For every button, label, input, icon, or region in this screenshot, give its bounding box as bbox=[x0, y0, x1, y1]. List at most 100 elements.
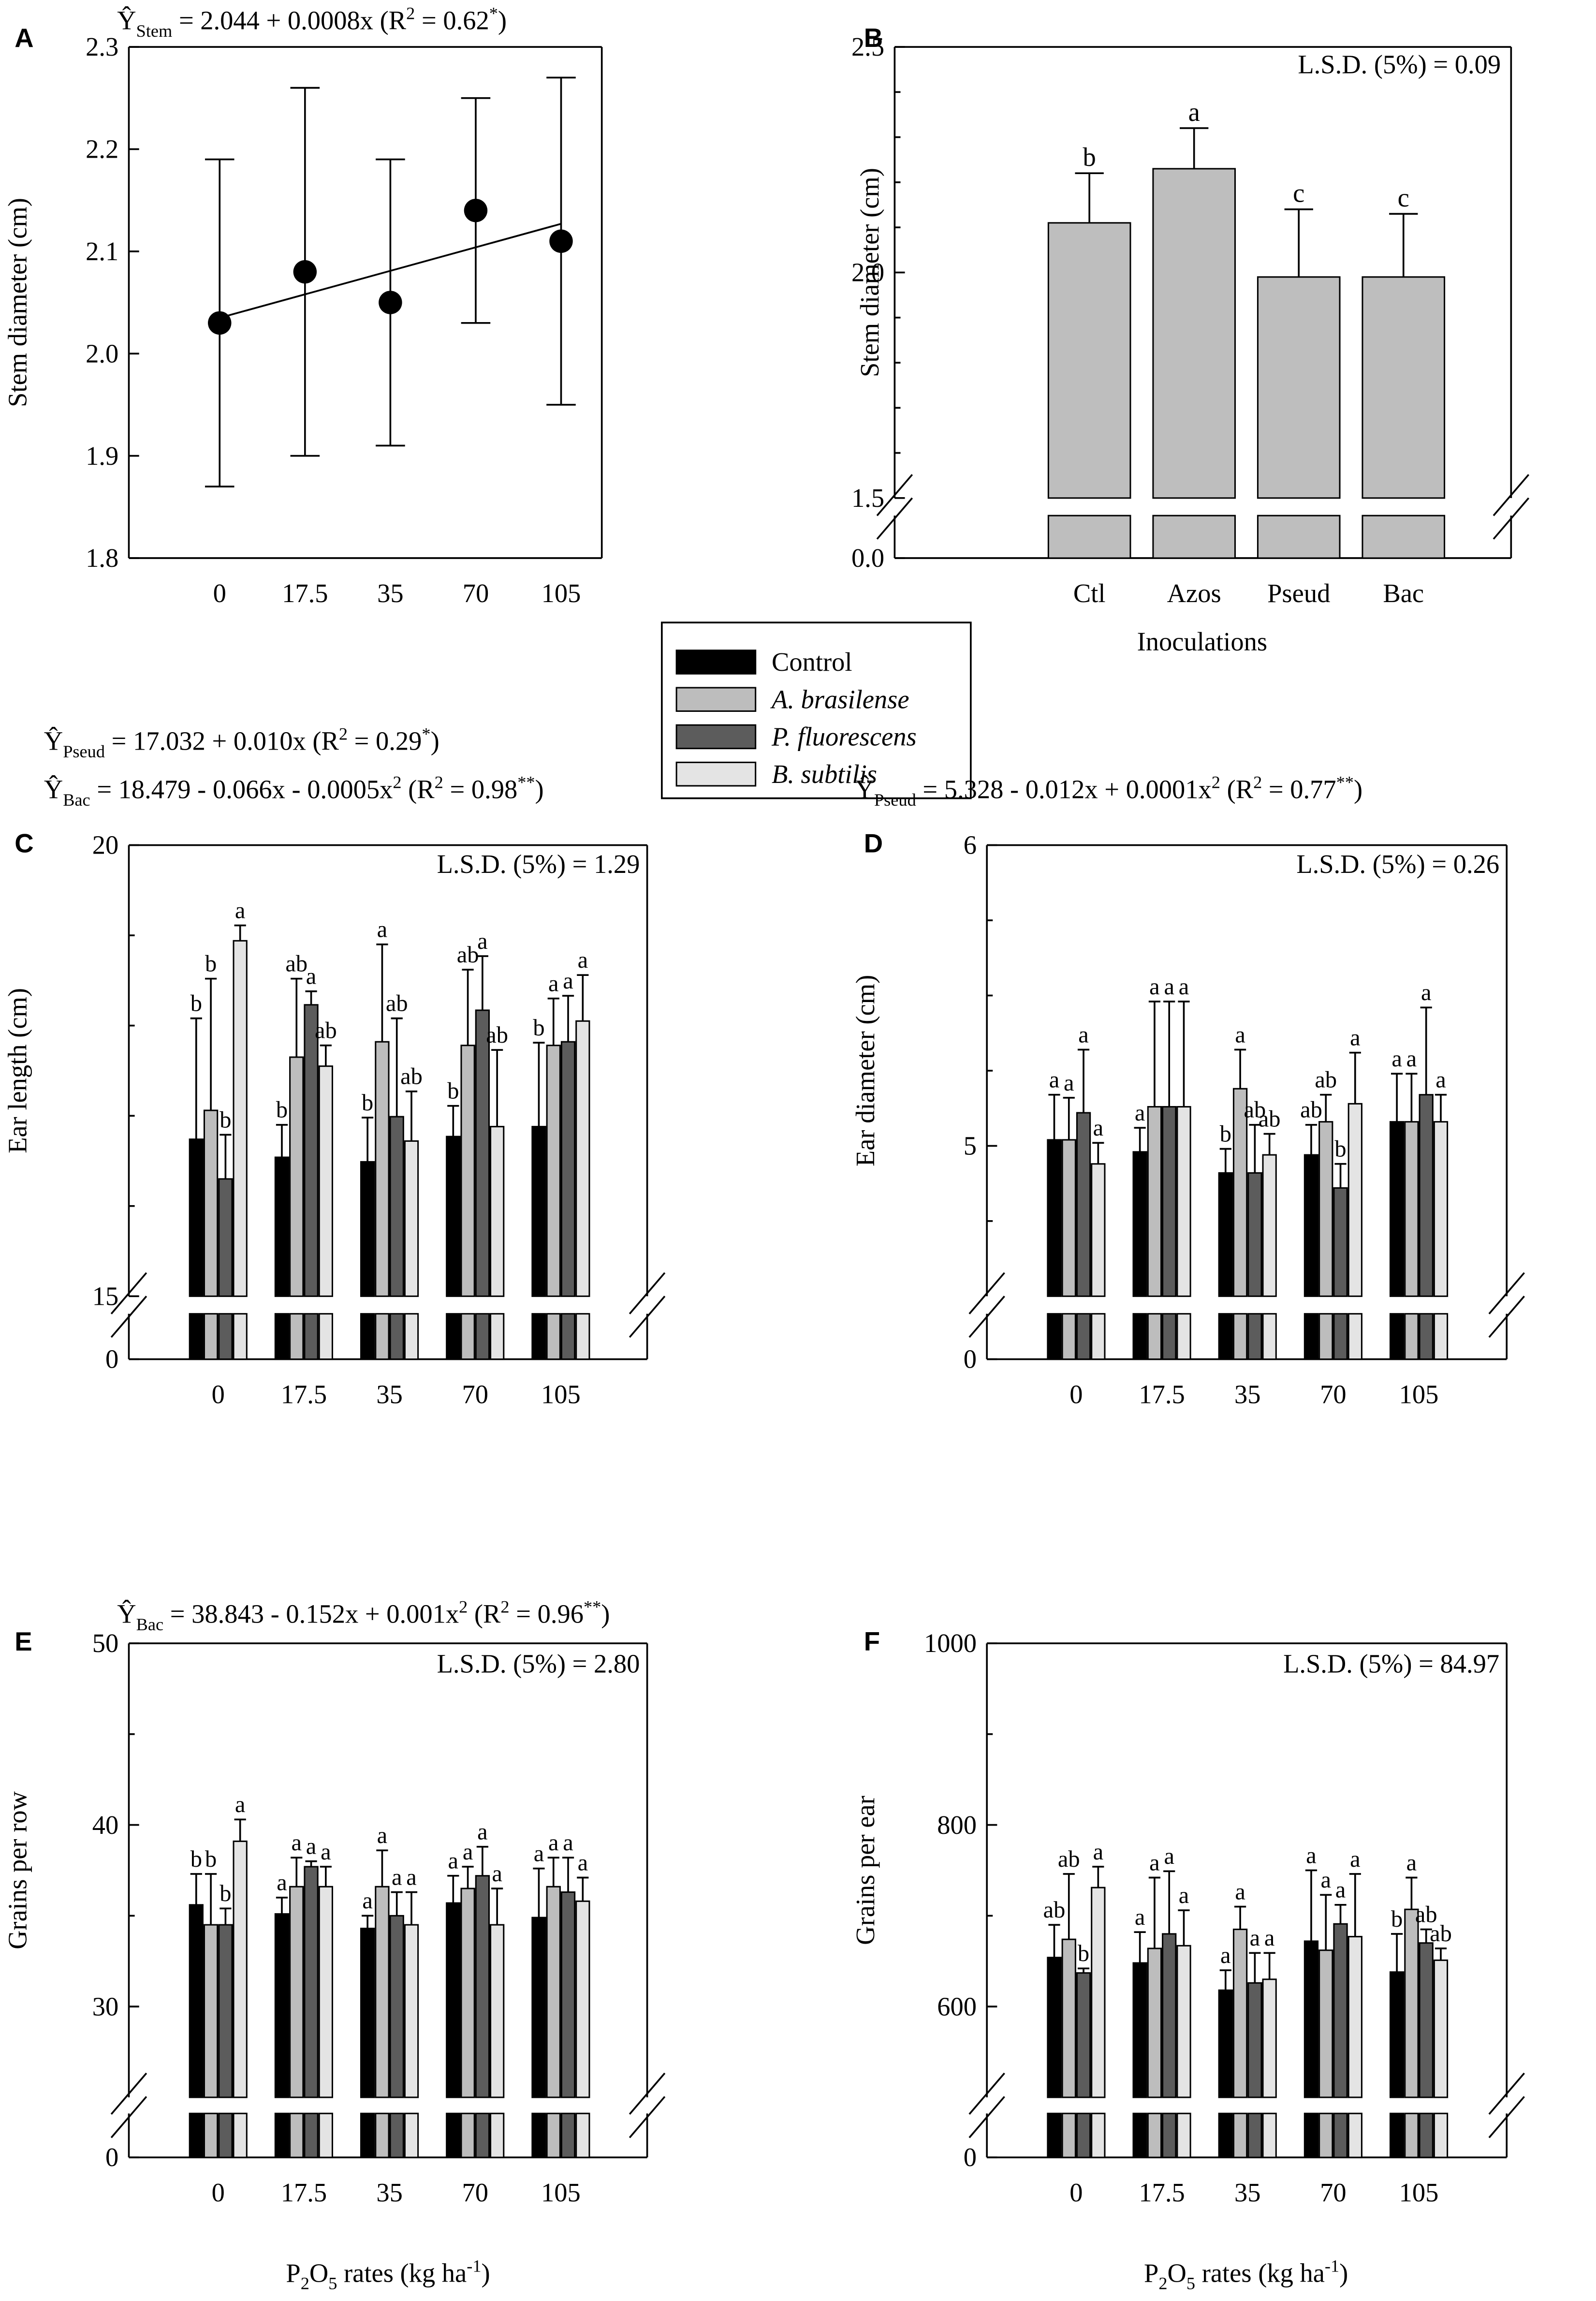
axis-break bbox=[629, 2072, 666, 2115]
bar-stub bbox=[218, 1313, 233, 1360]
bar-stub bbox=[1433, 1313, 1449, 1360]
x-tick-label: 105 bbox=[1399, 1379, 1439, 1409]
significance-letter: ab bbox=[386, 991, 408, 1017]
text-run: = 0.98 bbox=[443, 775, 517, 804]
axis-break bbox=[968, 1296, 1005, 1338]
point bbox=[208, 311, 232, 335]
x-tick-label: 0 bbox=[213, 578, 226, 608]
significance-letter: a bbox=[1435, 1067, 1446, 1093]
text-run: ) bbox=[482, 2258, 490, 2287]
bar-stub bbox=[446, 1313, 461, 1360]
point bbox=[464, 199, 488, 222]
bar bbox=[460, 1045, 475, 1297]
bar bbox=[1362, 276, 1446, 499]
significance-letter: ab bbox=[315, 1018, 337, 1044]
text-run: ) bbox=[601, 1599, 610, 1629]
bar-stub bbox=[1047, 1313, 1062, 1360]
bar-stub bbox=[1147, 2112, 1162, 2158]
bar-stub bbox=[1162, 2112, 1177, 2158]
y-tick-label: 2.0 bbox=[851, 258, 884, 287]
significance-letter: ab bbox=[1415, 1902, 1437, 1927]
x-tick-label: 17.5 bbox=[281, 2178, 327, 2207]
equation: ŶBac = 38.843 - 0.152x + 0.001x2 (R2 = 0… bbox=[117, 1597, 610, 1634]
text-run: ) bbox=[498, 6, 507, 35]
significance-letter: ab bbox=[285, 951, 307, 977]
bar bbox=[1147, 1947, 1162, 2098]
text-run: 5 bbox=[1186, 2274, 1195, 2293]
y-tick-label: 0 bbox=[105, 1344, 118, 1374]
lsd-label: L.S.D. (5%) = 84.97 bbox=[1283, 1649, 1499, 1679]
bar-stub bbox=[218, 2112, 233, 2158]
significance-letter: ab bbox=[1058, 1846, 1080, 1872]
bar-stub bbox=[1262, 1313, 1277, 1360]
lsd-label: L.S.D. (5%) = 0.09 bbox=[1298, 50, 1501, 79]
significance-letter: a bbox=[1335, 1877, 1346, 1903]
text-run: ** bbox=[517, 772, 535, 792]
y-tick-label: 0 bbox=[964, 2142, 977, 2172]
y-tick-label: 50 bbox=[92, 1628, 118, 1658]
bar-stub bbox=[304, 2112, 319, 2158]
text-run: Ŷ bbox=[117, 1599, 136, 1629]
y-tick-label: 1.9 bbox=[86, 441, 118, 471]
x-axis-label: P2O5 rates (kg ha-1) bbox=[286, 2256, 490, 2293]
axis-break bbox=[629, 1272, 666, 1314]
text-run: 2 bbox=[406, 4, 415, 23]
x-tick-label: 105 bbox=[541, 1379, 581, 1409]
y-tick-label: 20 bbox=[92, 830, 118, 860]
text-run: -1 bbox=[1325, 2256, 1339, 2275]
bar-stub bbox=[1076, 1313, 1091, 1360]
x-axis-label: P2O5 rates (kg ha-1) bbox=[1144, 2256, 1348, 2293]
text-run: 2 bbox=[393, 772, 401, 792]
point bbox=[549, 229, 573, 253]
significance-letter: a bbox=[448, 1848, 459, 1874]
x-tick-label: 35 bbox=[1234, 2178, 1260, 2207]
bar bbox=[1061, 1938, 1076, 2098]
axis-break bbox=[629, 1296, 666, 1338]
significance-letter: a bbox=[1391, 1046, 1402, 1072]
significance-letter: a bbox=[477, 1819, 488, 1845]
lsd-label: L.S.D. (5%) = 1.29 bbox=[437, 849, 640, 879]
legend-label: A. brasilense bbox=[770, 684, 909, 714]
bar bbox=[531, 1917, 546, 2098]
bar bbox=[1333, 1923, 1348, 2098]
significance-letter: a bbox=[1321, 1867, 1332, 1893]
text-run: 2 bbox=[459, 1597, 468, 1616]
bar-stub bbox=[389, 1313, 404, 1360]
significance-letter: a bbox=[1235, 1879, 1245, 1904]
bar bbox=[1262, 1154, 1277, 1297]
bar bbox=[1257, 276, 1341, 499]
bar-stub bbox=[289, 1313, 304, 1360]
bar-stub bbox=[1091, 2112, 1106, 2158]
bar bbox=[1218, 1989, 1233, 2098]
bar-stub bbox=[546, 1313, 561, 1360]
bar bbox=[1247, 1982, 1262, 2098]
significance-letter: a bbox=[1250, 1925, 1260, 1951]
axis-break bbox=[968, 1272, 1005, 1314]
bar bbox=[1047, 1957, 1062, 2098]
bar-stub bbox=[1419, 1313, 1434, 1360]
bar-stub bbox=[233, 1313, 248, 1360]
bar bbox=[189, 1904, 204, 2098]
text-run: 2 bbox=[1212, 772, 1220, 792]
bar bbox=[1419, 1942, 1434, 2098]
significance-letter: b bbox=[205, 1846, 217, 1872]
bar-stub bbox=[1389, 2112, 1405, 2158]
bar-stub bbox=[1162, 1313, 1177, 1360]
text-run: Pseud bbox=[63, 742, 105, 761]
bar-stub bbox=[1061, 1313, 1076, 1360]
y-tick-label: 30 bbox=[92, 1991, 118, 2021]
bar-stub bbox=[1218, 2112, 1233, 2158]
axis-break bbox=[110, 2072, 147, 2115]
bar-stub bbox=[274, 1313, 290, 1360]
bar-stub bbox=[404, 2112, 419, 2158]
bar bbox=[304, 1866, 319, 2098]
y-tick-label: 2.5 bbox=[851, 32, 884, 61]
x-tick-label: 35 bbox=[376, 1379, 403, 1409]
bar bbox=[1389, 1121, 1405, 1297]
bar-stub bbox=[446, 2112, 461, 2158]
bar-stub bbox=[189, 2112, 204, 2158]
significance-letter: a bbox=[1164, 974, 1174, 1000]
bar-stub bbox=[475, 2112, 490, 2158]
y-tick-label: 2.3 bbox=[86, 32, 118, 61]
y-axis-label: Stem diameter (cm) bbox=[3, 198, 32, 407]
